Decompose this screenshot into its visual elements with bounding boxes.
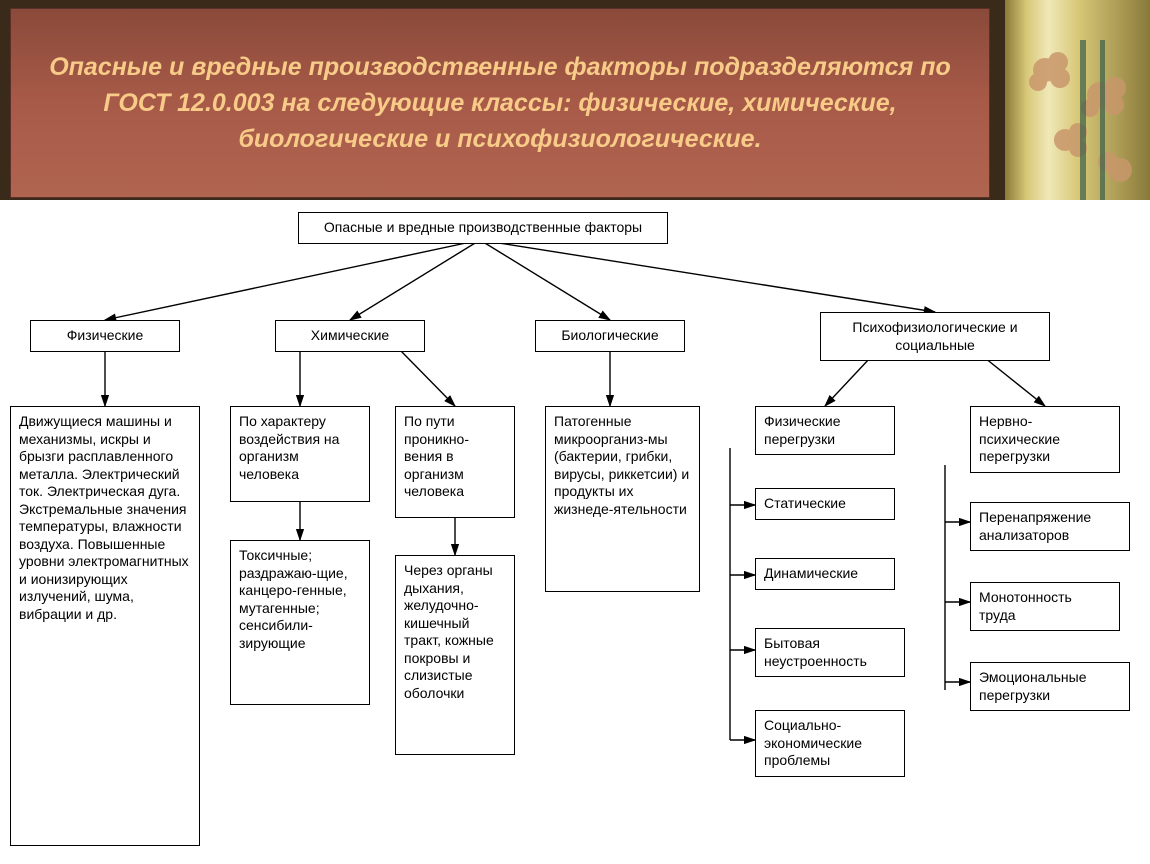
- diagram-box: Социально-экономические проблемы: [755, 710, 905, 777]
- diagram-box: Биологические: [535, 320, 685, 352]
- diagram-box: Статические: [755, 488, 895, 520]
- diagram-box: Опасные и вредные производственные факто…: [298, 212, 668, 244]
- diagram-box: Монотонность труда: [970, 582, 1120, 631]
- diagram-box: Нервно-психические перегрузки: [970, 406, 1120, 473]
- diagram-box: Токсичные; раздражаю-щие, канцеро-генные…: [230, 540, 370, 705]
- diagram-box: По характеру воздействия на организм чел…: [230, 406, 370, 502]
- diagram-box: Динамические: [755, 558, 895, 590]
- diagram-box: Физические перегрузки: [755, 406, 895, 455]
- slide-header: Опасные и вредные производственные факто…: [10, 8, 990, 198]
- diagram-box: Физические: [30, 320, 180, 352]
- diagram-box: Бытовая неустроенность: [755, 628, 905, 677]
- decor-flowers: [1020, 40, 1140, 200]
- slide-title: Опасные и вредные производственные факто…: [41, 49, 959, 158]
- diagram-area: Опасные и вредные производственные факто…: [0, 200, 1150, 864]
- diagram-box: Химические: [275, 320, 425, 352]
- diagram-box: По пути проникно-вения в организм челове…: [395, 406, 515, 518]
- diagram-box: Эмоциональные перегрузки: [970, 662, 1130, 711]
- diagram-box: Через органы дыхания, желудочно-кишечный…: [395, 555, 515, 755]
- diagram-box: Движущиеся машины и механизмы, искры и б…: [10, 406, 200, 846]
- diagram-box: Психофизиологические и социальные: [820, 312, 1050, 361]
- diagram-box: Перенапряжение анализаторов: [970, 502, 1130, 551]
- diagram-box: Патогенные микроорганиз-мы (бактерии, гр…: [545, 406, 700, 592]
- decor-gold-strip: [1005, 0, 1150, 200]
